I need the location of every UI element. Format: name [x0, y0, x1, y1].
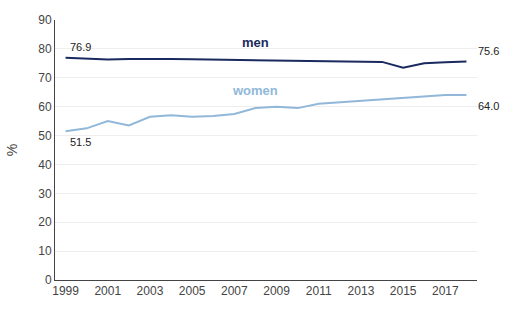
- svg-text:10: 10: [38, 244, 52, 258]
- svg-text:20: 20: [38, 215, 52, 229]
- svg-text:men: men: [242, 35, 269, 50]
- svg-text:2005: 2005: [179, 284, 206, 298]
- svg-text:60: 60: [38, 100, 52, 114]
- svg-text:80: 80: [38, 42, 52, 56]
- svg-text:70: 70: [38, 71, 52, 85]
- svg-text:2003: 2003: [137, 284, 164, 298]
- svg-text:76.9: 76.9: [70, 41, 91, 53]
- svg-text:%: %: [4, 144, 20, 156]
- svg-text:2017: 2017: [432, 284, 459, 298]
- svg-text:40: 40: [38, 158, 52, 172]
- svg-text:51.5: 51.5: [70, 136, 91, 148]
- svg-text:90: 90: [38, 13, 52, 27]
- svg-text:2001: 2001: [94, 284, 121, 298]
- svg-text:2007: 2007: [221, 284, 248, 298]
- svg-text:2015: 2015: [390, 284, 417, 298]
- svg-text:50: 50: [38, 129, 52, 143]
- svg-text:women: women: [232, 83, 278, 98]
- svg-text:2013: 2013: [348, 284, 375, 298]
- svg-text:64.0: 64.0: [478, 100, 499, 112]
- svg-text:1999: 1999: [52, 284, 79, 298]
- svg-text:0: 0: [45, 273, 52, 287]
- svg-text:75.6: 75.6: [478, 45, 499, 57]
- svg-text:30: 30: [38, 187, 52, 201]
- svg-text:2011: 2011: [306, 284, 332, 298]
- svg-text:2009: 2009: [263, 284, 290, 298]
